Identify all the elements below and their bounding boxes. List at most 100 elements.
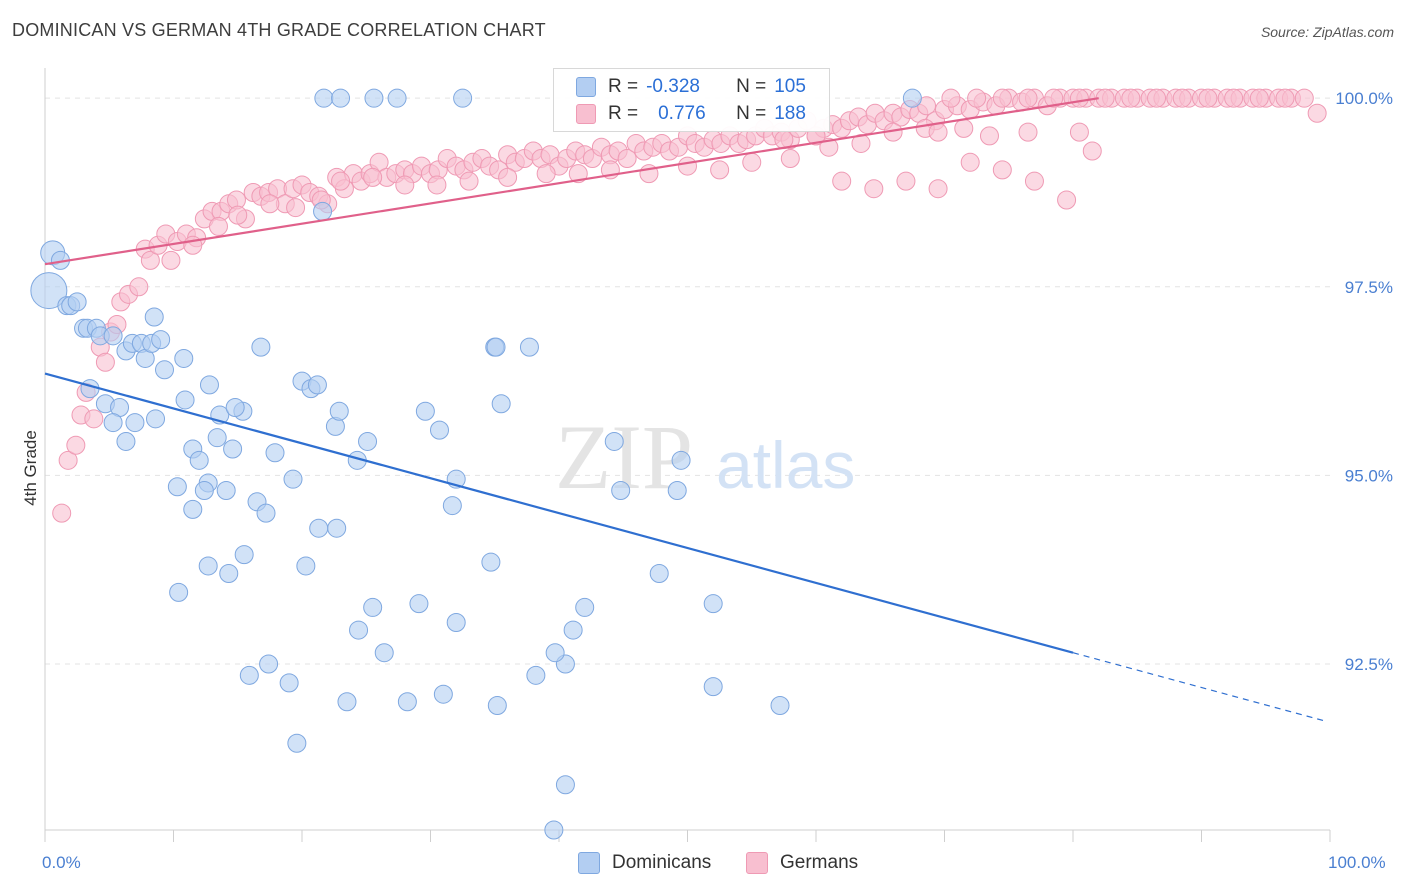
- dominicans-point: [519, 337, 539, 357]
- dominicans-point: [671, 450, 691, 470]
- dominicans-point: [183, 499, 203, 519]
- germans-point: [1198, 88, 1218, 108]
- legend-row-dominicans: R = -0.328 N = 105: [576, 75, 806, 99]
- germans-point: [52, 503, 72, 523]
- germans-point: [992, 160, 1012, 180]
- dominicans-point: [239, 665, 259, 685]
- dominicans-point: [358, 431, 378, 451]
- dominicans-point: [442, 496, 462, 516]
- germans-point: [95, 352, 115, 372]
- dominicans-series: [30, 88, 922, 840]
- germans-n-value: 188: [774, 103, 806, 124]
- dominicans-point: [279, 673, 299, 693]
- dominicans-point: [296, 556, 316, 576]
- germans-point: [363, 167, 383, 187]
- dominicans-point: [604, 431, 624, 451]
- dominicans-point: [902, 88, 922, 108]
- legend-label-germans: Germans: [780, 852, 859, 873]
- dominicans-n-label: N =: [736, 76, 767, 97]
- germans-point: [228, 205, 248, 225]
- germans-point: [286, 198, 306, 218]
- legend-swatch-germans: [746, 852, 768, 874]
- dominicans-point: [667, 480, 687, 500]
- x-tick-label-max: 100.0%: [1328, 853, 1386, 872]
- dominicans-point: [611, 480, 631, 500]
- germans-series: [52, 88, 1327, 523]
- germans-point: [780, 149, 800, 169]
- legend-row-germans: R = 0.776 N = 188: [576, 102, 806, 126]
- germans-point: [395, 175, 415, 195]
- dominicans-point: [453, 88, 473, 108]
- germans-point: [140, 250, 160, 270]
- dominicans-point: [415, 401, 435, 421]
- dominicans-point: [219, 563, 239, 583]
- source-label: Source: ZipAtlas.com: [1260, 24, 1394, 40]
- dominicans-point: [337, 692, 357, 712]
- dominicans-point: [409, 594, 429, 614]
- legend-item-germans: Germans: [746, 852, 858, 874]
- dominicans-point: [309, 518, 329, 538]
- dominicans-point: [429, 420, 449, 440]
- dominicans-point: [207, 428, 227, 448]
- dominicans-point: [67, 292, 87, 312]
- germans-point: [941, 88, 961, 108]
- dominicans-point: [169, 582, 189, 602]
- germans-point: [84, 409, 104, 429]
- dominicans-point: [234, 545, 254, 565]
- germans-n-label: N =: [736, 103, 767, 124]
- germans-point: [979, 126, 999, 146]
- dominicans-point: [397, 692, 417, 712]
- watermark-atlas: atlas: [716, 428, 855, 502]
- axes: [44, 68, 1331, 842]
- germans-point: [568, 164, 588, 184]
- dominicans-point: [526, 665, 546, 685]
- dominicans-point: [329, 401, 349, 421]
- germans-point: [208, 216, 228, 236]
- germans-point: [1095, 88, 1115, 108]
- germans-point: [58, 450, 78, 470]
- dominicans-r-label: R =: [608, 76, 639, 97]
- dominicans-point: [555, 775, 575, 795]
- dominicans-point: [387, 88, 407, 108]
- germans-point: [536, 164, 556, 184]
- dominicans-point: [307, 375, 327, 395]
- germans-point: [928, 122, 948, 142]
- chart-title: DOMINICAN VS GERMAN 4TH GRADE CORRELATIO…: [12, 20, 546, 40]
- dominicans-point: [103, 413, 123, 433]
- germans-point: [742, 152, 762, 172]
- dominicans-point: [103, 326, 123, 346]
- dominicans-trend-line: [44, 372, 1074, 654]
- germans-r-value: 0.776: [658, 103, 706, 124]
- y-tick-label: 95.0%: [1345, 466, 1393, 485]
- dominicans-point: [287, 733, 307, 753]
- dominicans-point: [251, 337, 271, 357]
- dominicans-point: [144, 307, 164, 327]
- dominicans-point: [575, 597, 595, 617]
- dominicans-point: [174, 348, 194, 368]
- series-legend: Dominicans Germans: [0, 852, 1406, 876]
- germans-point: [1069, 88, 1089, 108]
- dominicans-point: [491, 394, 511, 414]
- germans-point: [498, 167, 518, 187]
- y-tick-label: 100.0%: [1335, 89, 1393, 108]
- germans-trend-line: [44, 97, 1099, 266]
- dominicans-point: [175, 390, 195, 410]
- dominicans-point: [649, 563, 669, 583]
- germans-point: [678, 156, 697, 176]
- dominicans-point: [313, 201, 333, 221]
- germans-point: [1018, 122, 1038, 142]
- dominicans-point: [364, 88, 384, 108]
- dominicans-point: [256, 503, 276, 523]
- germans-point: [1307, 103, 1327, 123]
- y-tick-label: 92.5%: [1345, 655, 1393, 674]
- dominicans-point: [544, 820, 564, 840]
- dominicans-point: [223, 439, 243, 459]
- legend-item-dominicans: Dominicans: [578, 852, 711, 874]
- germans-point: [960, 152, 980, 172]
- germans-point: [1147, 88, 1167, 108]
- dominicans-trend-extension: [1072, 652, 1324, 722]
- legend-label-dominicans: Dominicans: [612, 852, 712, 873]
- dominicans-point: [30, 272, 68, 310]
- germans-point: [1069, 122, 1089, 142]
- germans-point: [1121, 88, 1141, 108]
